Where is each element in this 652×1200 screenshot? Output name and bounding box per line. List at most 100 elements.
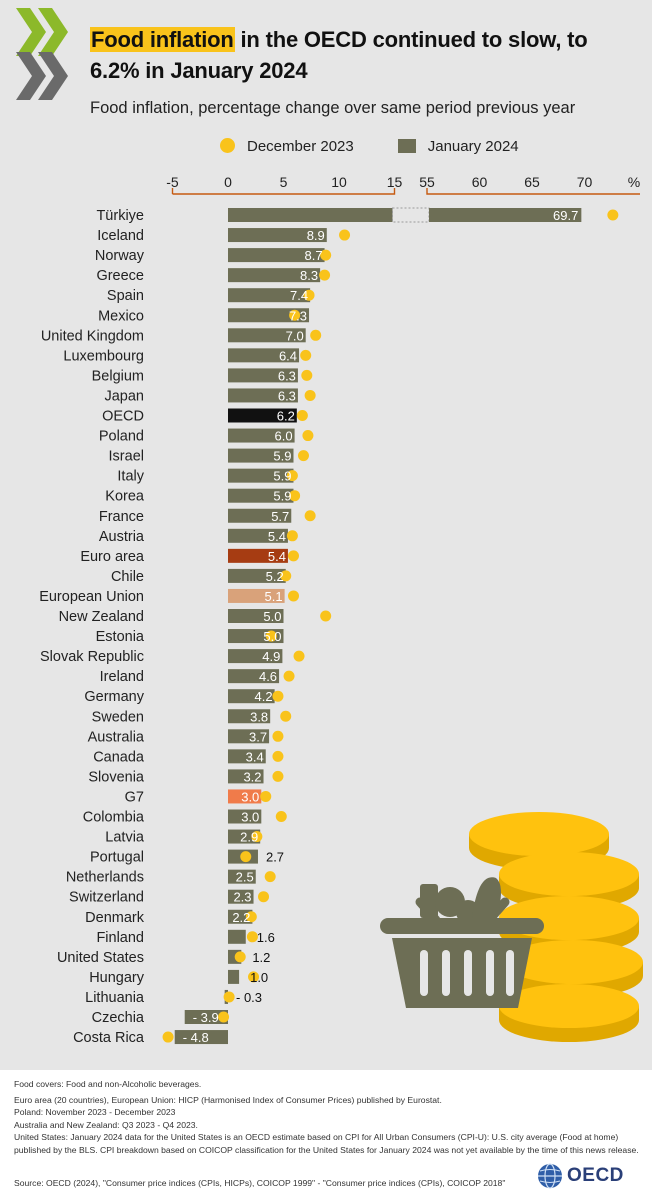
value-label: 5.1 bbox=[265, 589, 283, 604]
category-label: Lithuania bbox=[85, 990, 145, 1006]
value-label: 5.0 bbox=[263, 609, 281, 624]
coin-face bbox=[499, 984, 639, 1028]
category-label: Austria bbox=[99, 529, 145, 545]
category-label: United States bbox=[57, 950, 144, 966]
category-label: Hungary bbox=[89, 970, 145, 986]
december-dot bbox=[297, 450, 309, 462]
bar bbox=[228, 268, 321, 283]
bar bbox=[228, 809, 262, 824]
december-dot bbox=[286, 470, 298, 482]
chart-row: Belgium 6.3 bbox=[92, 368, 313, 384]
category-label: United Kingdom bbox=[41, 328, 144, 344]
bar bbox=[228, 448, 294, 463]
bar bbox=[228, 689, 275, 704]
category-label: Estonia bbox=[96, 629, 145, 645]
value-label: 4.6 bbox=[259, 669, 277, 684]
chart-row: Greece 8.3 bbox=[96, 268, 331, 284]
december-dot bbox=[289, 309, 301, 321]
chart-row: Latvia 2.9 bbox=[105, 829, 263, 846]
december-dot bbox=[260, 790, 272, 802]
december-dot bbox=[607, 209, 619, 221]
value-label: 7.3 bbox=[289, 308, 307, 323]
category-label: Mexico bbox=[98, 308, 144, 324]
bar bbox=[228, 368, 298, 383]
chart-row: Japan 6.3 bbox=[104, 388, 316, 404]
legend-january-label: January 2024 bbox=[427, 138, 519, 155]
oecd-logo: OECD bbox=[537, 1163, 624, 1189]
value-label: - 3.9 bbox=[193, 1010, 219, 1025]
category-label: Belgium bbox=[92, 368, 144, 384]
category-label: Sweden bbox=[92, 709, 144, 725]
category-label: Costa Rica bbox=[73, 1030, 145, 1046]
december-dot bbox=[234, 951, 246, 963]
chart-row: Poland 6.0 bbox=[99, 428, 314, 445]
oecd-chevrons-icon bbox=[16, 8, 68, 100]
value-label: 1.0 bbox=[250, 970, 268, 985]
category-label: Chile bbox=[111, 569, 144, 585]
bar bbox=[174, 1030, 228, 1045]
bar bbox=[228, 969, 240, 984]
bar bbox=[228, 929, 246, 944]
chart-row: Mexico 7.3 bbox=[98, 308, 310, 324]
chart-row: Slovenia 3.2 bbox=[88, 769, 284, 785]
december-dot bbox=[293, 650, 305, 662]
december-dot bbox=[162, 1031, 174, 1043]
value-label: 5.4 bbox=[268, 549, 286, 564]
category-label: New Zealand bbox=[59, 609, 144, 625]
december-dot bbox=[301, 369, 313, 381]
x-tick-label: -5 bbox=[166, 174, 179, 190]
value-label: 6.4 bbox=[279, 348, 297, 363]
category-label: Slovak Republic bbox=[40, 649, 144, 665]
december-dot bbox=[304, 510, 316, 522]
value-label: 1.2 bbox=[252, 950, 270, 965]
legend-december-label: December 2023 bbox=[247, 138, 354, 155]
value-label: 5.0 bbox=[263, 629, 281, 644]
bar bbox=[228, 528, 288, 543]
chart-row: Estonia 5.0 bbox=[96, 629, 284, 645]
value-label: 7.0 bbox=[286, 328, 304, 343]
chart-row: Denmark 2.2 bbox=[85, 909, 257, 926]
december-dot bbox=[286, 530, 298, 542]
value-label: 6.2 bbox=[277, 409, 295, 424]
value-label: 5.9 bbox=[273, 489, 291, 504]
category-label: Euro area bbox=[80, 549, 145, 565]
bar bbox=[228, 588, 285, 603]
value-label: 6.3 bbox=[278, 388, 296, 403]
bar bbox=[228, 408, 297, 423]
legend: December 2023 January 2024 bbox=[220, 138, 519, 155]
december-dot bbox=[272, 750, 284, 762]
value-label: 8.3 bbox=[300, 268, 318, 283]
december-dot bbox=[319, 269, 331, 281]
value-label: 6.0 bbox=[275, 429, 293, 444]
value-label: 2.5 bbox=[236, 870, 254, 885]
chart-row: Israel 5.9 bbox=[109, 448, 309, 465]
x-axis-line-right bbox=[426, 188, 640, 195]
december-dot bbox=[218, 1011, 230, 1023]
chart-row: Portugal 2.7 bbox=[90, 849, 284, 866]
value-label: 5.9 bbox=[273, 449, 291, 464]
value-label: 5.4 bbox=[268, 529, 286, 544]
bar bbox=[228, 488, 294, 503]
chart-panel: Food inflation in the OECD continued to … bbox=[0, 0, 652, 1070]
category-label: Finland bbox=[96, 930, 144, 946]
december-dot bbox=[248, 971, 260, 983]
bottle-shape bbox=[420, 884, 438, 918]
category-label: Japan bbox=[104, 388, 144, 404]
category-label: Switzerland bbox=[69, 890, 144, 906]
x-tick-label: 0 bbox=[224, 174, 232, 190]
chart-row: Luxembourg 6.4 bbox=[63, 348, 312, 364]
bar bbox=[228, 548, 288, 563]
value-label: 7.4 bbox=[290, 288, 308, 303]
bar bbox=[228, 428, 295, 443]
value-label: 3.8 bbox=[250, 709, 268, 724]
value-label: 8.9 bbox=[307, 228, 325, 243]
value-label: 4.2 bbox=[255, 689, 273, 704]
category-label: Italy bbox=[117, 469, 144, 485]
category-label: France bbox=[99, 509, 144, 525]
x-tick-label: 65 bbox=[524, 174, 540, 190]
december-dot bbox=[264, 871, 276, 883]
chart-row: Iceland 8.9 bbox=[97, 228, 351, 244]
footnote-food: Food covers: Food and non-Alcoholic beve… bbox=[14, 1079, 202, 1089]
basket-slot bbox=[420, 950, 428, 996]
bar-chart: -5 0 5 10 15 55 60 65 70 % Türkiye 69.7 Iceland 8.9 No… bbox=[39, 174, 643, 1046]
